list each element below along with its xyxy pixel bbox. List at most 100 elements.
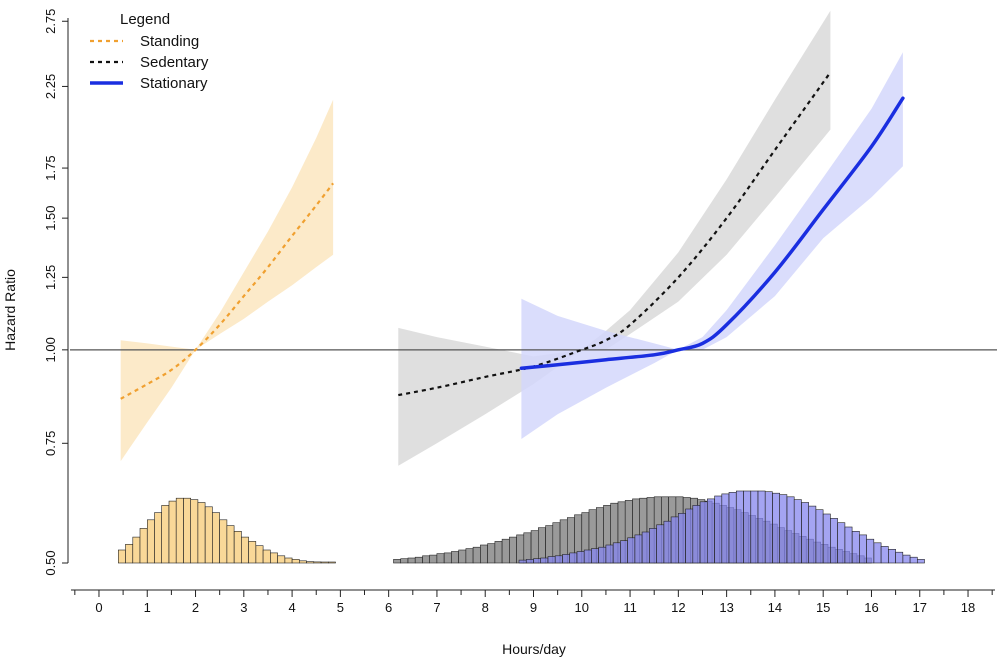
x-tick-label: 1	[144, 600, 151, 615]
histogram-bar	[649, 528, 657, 564]
histogram-bar	[743, 490, 751, 564]
histogram-bar	[533, 558, 541, 564]
histogram-bar	[277, 555, 286, 564]
x-tick-label: 5	[337, 600, 344, 615]
x-axis-title: Hours/day	[502, 641, 566, 657]
legend-label-sedentary: Sedentary	[140, 54, 209, 71]
histogram-bar	[472, 546, 481, 564]
histogram-bar	[627, 537, 636, 564]
histogram-bar	[772, 492, 780, 564]
histogram-bar	[125, 543, 133, 564]
x-tick-label: 16	[864, 600, 878, 615]
histogram-bar	[866, 538, 875, 564]
histogram-bar	[844, 526, 853, 564]
y-tick-label: 1.25	[43, 265, 58, 290]
histogram-bar	[634, 534, 643, 564]
y-axis-title: Hazard Ratio	[2, 269, 18, 351]
x-tick-label: 6	[385, 600, 392, 615]
series-lines	[120, 71, 905, 400]
histogram-bar	[620, 540, 628, 564]
histogram-bar	[530, 530, 539, 564]
histogram-standing	[118, 497, 336, 564]
histogram-bar	[909, 556, 918, 564]
series-line-sedentary	[398, 71, 832, 397]
x-tick-label: 18	[961, 600, 975, 615]
histogram-bar	[721, 493, 730, 564]
histogram-bar	[576, 551, 585, 564]
histogram-bar	[226, 525, 235, 564]
histogram-bar	[714, 495, 723, 564]
y-axis: 0.50 0.75 1.00 1.25 1.50 1.75 2.25 2.75	[43, 9, 69, 576]
confidence-bands	[120, 10, 903, 466]
histogram-bar	[895, 551, 904, 564]
histogram-bar	[779, 494, 788, 564]
histogram-bar	[465, 548, 474, 564]
histogram-bar	[320, 561, 329, 564]
x-tick-label: 2	[192, 600, 199, 615]
histogram-bar	[219, 519, 228, 564]
x-tick-label: 14	[768, 600, 782, 615]
histogram-bar	[429, 554, 438, 564]
histogram-bar	[822, 513, 831, 564]
histogram-bar	[161, 505, 170, 564]
histogram-bar	[851, 530, 860, 564]
histogram-bar	[699, 501, 708, 564]
ci-band-stationary	[521, 52, 903, 439]
legend-label-standing: Standing	[140, 33, 199, 50]
x-axis: 0 1 2 3 4 5 6 7 8 9 10 11 12 13 14 15 16 17 18	[70, 589, 995, 615]
histogram-bar	[677, 512, 686, 564]
legend-label-stationary: Stationary	[140, 75, 208, 92]
histogram-bar	[685, 508, 694, 564]
histogram-bar	[262, 549, 271, 564]
histogram-bar	[443, 552, 452, 564]
histogram-bar	[147, 519, 155, 564]
histogram-bar	[393, 559, 401, 564]
histogram-bar	[523, 532, 532, 564]
histogram-bar	[270, 552, 278, 564]
x-tick-label: 12	[671, 600, 685, 615]
series-line-stationary	[519, 96, 905, 370]
histogram-bar	[291, 559, 300, 564]
histogram-bar	[451, 551, 459, 564]
histogram-bar	[591, 548, 599, 564]
histogram-bar	[916, 559, 925, 564]
histogram-bar	[656, 524, 665, 564]
histogram-bar	[728, 492, 737, 564]
ci-band-sedentary	[398, 10, 831, 466]
histogram-stationary	[518, 490, 925, 564]
series-line-standing	[120, 182, 334, 400]
histogram-bar	[569, 552, 578, 564]
histogram-bar	[554, 555, 563, 564]
histogram-bar	[183, 497, 191, 564]
histogram-bar	[255, 545, 264, 564]
histogram-bar	[212, 512, 220, 564]
histogram-bar	[902, 554, 911, 564]
histogram-bar	[612, 542, 621, 564]
histogram-bar	[407, 557, 416, 564]
histogram-bar	[605, 544, 614, 564]
histogram-bar	[313, 561, 322, 564]
histogram-bar	[786, 496, 795, 564]
legend-title: Legend	[120, 11, 170, 28]
histogram-bar	[518, 559, 527, 564]
histogram-bar	[422, 555, 430, 564]
histogram-bar	[525, 559, 534, 564]
histogram-bar	[873, 542, 882, 564]
histogram-bar	[480, 544, 488, 564]
histogram-bar	[663, 520, 672, 564]
histogram-bar	[815, 509, 824, 564]
histogram-bar	[241, 536, 249, 564]
histogram-bar	[837, 522, 846, 564]
x-tick-label: 13	[719, 600, 733, 615]
histogram-bar	[540, 557, 549, 564]
histogram-bar	[547, 556, 556, 564]
y-tick-label: 2.25	[43, 74, 58, 99]
histogram-bar	[494, 541, 503, 564]
histogram-bar	[501, 538, 510, 564]
histogram-bar	[487, 543, 496, 564]
x-tick-label: 15	[816, 600, 830, 615]
histogram-bar	[880, 546, 889, 564]
histogram-bar	[670, 516, 679, 564]
x-tick-label: 9	[530, 600, 537, 615]
